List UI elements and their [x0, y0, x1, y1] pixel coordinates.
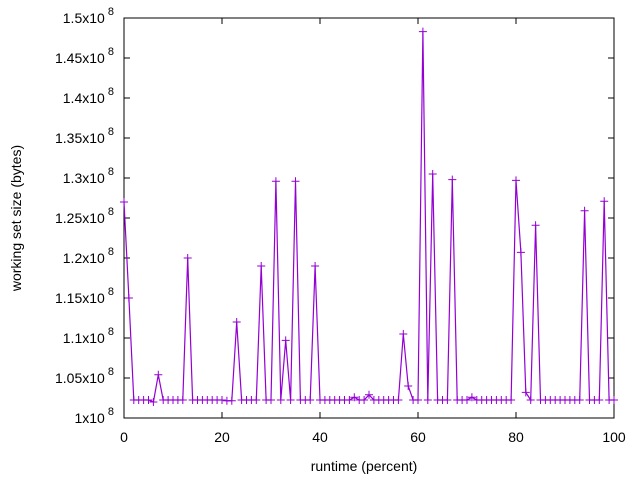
y-tick-exponent: 8 — [105, 366, 114, 378]
data-point — [120, 198, 128, 206]
x-tick-label: 0 — [120, 429, 128, 445]
data-point — [306, 396, 315, 404]
data-point — [531, 221, 540, 230]
plot-border — [123, 17, 615, 419]
data-point — [404, 382, 413, 390]
x-tick-label: 20 — [214, 429, 230, 445]
y-tick-mantissa: 1.2x10 — [63, 250, 105, 266]
x-tick-label: 40 — [312, 429, 328, 445]
x-axis-label: runtime (percent) — [311, 458, 418, 474]
data-point — [467, 393, 476, 402]
data-point — [595, 396, 604, 404]
y-tick-label: 1.3x10 8 — [63, 166, 114, 186]
data-point — [311, 262, 320, 270]
data-point — [149, 398, 158, 406]
y-tick-mantissa: 1.05x10 — [55, 370, 105, 386]
data-point — [423, 396, 432, 404]
data-point — [232, 318, 241, 326]
y-tick-mantissa: 1.5x10 — [63, 10, 105, 26]
data-point — [463, 396, 471, 404]
y-tick-label: 1.05x10 8 — [55, 366, 114, 386]
data-point — [144, 396, 153, 404]
data-point — [218, 396, 226, 404]
y-tick-exponent: 8 — [105, 126, 114, 138]
data-point — [350, 393, 359, 402]
data-point — [286, 396, 295, 404]
y-tick-label: 1.2x10 8 — [63, 246, 114, 266]
y-tick-exponent: 8 — [105, 166, 114, 178]
data-point — [443, 396, 452, 404]
y-tick-mantissa: 1.25x10 — [55, 210, 105, 226]
data-point — [418, 27, 427, 36]
data-point — [521, 388, 530, 397]
data-point — [252, 396, 261, 404]
data-point — [360, 396, 369, 404]
y-tick-mantissa: 1.3x10 — [63, 170, 105, 186]
data-point — [257, 262, 266, 270]
data-point — [516, 248, 525, 257]
y-tick-exponent: 8 — [105, 286, 114, 298]
data-point — [345, 396, 354, 404]
data-point — [227, 396, 236, 405]
y-tick-mantissa: 1.4x10 — [63, 90, 105, 106]
y-tick-label: 1.35x10 8 — [55, 126, 114, 146]
data-point — [448, 175, 457, 184]
y-tick-exponent: 8 — [105, 86, 114, 98]
data-point — [178, 396, 187, 404]
y-tick-mantissa: 1.35x10 — [55, 130, 105, 146]
y-tick-mantissa: 1x10 — [74, 410, 105, 426]
data-point — [414, 396, 422, 404]
data-point — [281, 336, 290, 345]
x-tick-label: 60 — [410, 429, 426, 445]
data-point — [580, 206, 589, 215]
x-tick-label: 100 — [602, 429, 626, 445]
x-tick-label: 80 — [508, 429, 524, 445]
y-tick-label: 1.45x10 8 — [55, 46, 114, 66]
data-point — [267, 396, 275, 404]
data-point — [154, 370, 163, 379]
y-tick-exponent: 8 — [105, 246, 114, 258]
y-tick-label: 1.4x10 8 — [63, 86, 114, 106]
data-point — [394, 396, 403, 404]
data-point — [365, 390, 373, 399]
y-tick-exponent: 8 — [105, 206, 114, 218]
y-tick-exponent: 8 — [105, 6, 114, 18]
data-point — [291, 177, 300, 186]
data-point — [526, 396, 535, 404]
y-tick-exponent: 8 — [105, 406, 114, 418]
data-point — [610, 396, 618, 404]
y-tick-label: 1x10 8 — [74, 406, 114, 426]
data-point — [507, 396, 516, 404]
data-point — [428, 170, 437, 178]
data-point — [399, 330, 408, 338]
y-axis-label: working set size (bytes) — [8, 145, 24, 292]
data-point — [271, 177, 280, 186]
y-tick-mantissa: 1.15x10 — [55, 290, 105, 306]
y-tick-label: 1.1x10 8 — [63, 326, 114, 346]
y-tick-label: 1.5x10 8 — [63, 6, 114, 26]
data-point — [575, 396, 584, 404]
data-point — [183, 254, 192, 262]
data-point — [276, 396, 285, 404]
y-tick-label: 1.25x10 8 — [55, 206, 114, 226]
y-tick-label: 1.15x10 8 — [55, 286, 114, 306]
data-point — [512, 176, 520, 185]
y-tick-mantissa: 1.45x10 — [55, 50, 105, 66]
y-tick-exponent: 8 — [105, 46, 114, 58]
series-line — [123, 31, 614, 403]
data-point — [600, 197, 609, 206]
y-tick-mantissa: 1.1x10 — [63, 330, 105, 346]
y-tick-exponent: 8 — [105, 326, 114, 338]
data-point — [124, 294, 133, 302]
